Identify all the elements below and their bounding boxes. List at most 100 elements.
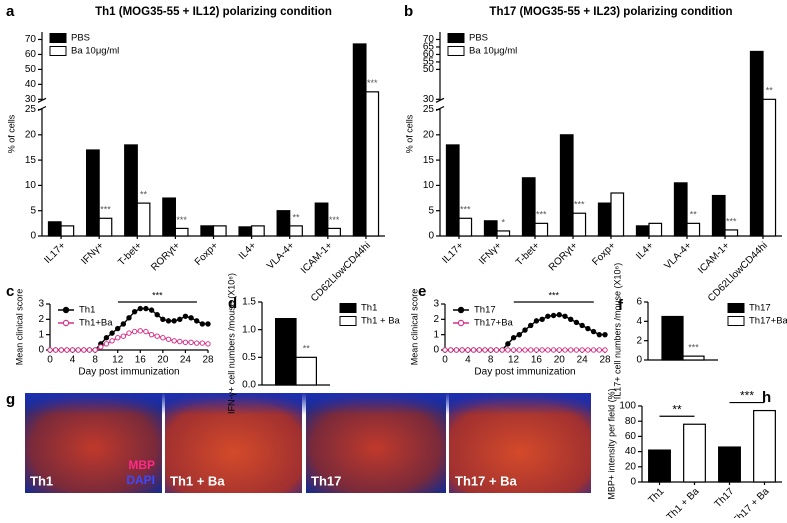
legend-marker: [62, 306, 70, 314]
x-tick-label: IFNγ+: [477, 240, 504, 267]
bar: [483, 220, 498, 237]
point: [194, 318, 200, 324]
bar: [597, 202, 612, 237]
point: [171, 318, 177, 324]
point: [205, 341, 211, 347]
chart-title: Th17 (MOG35-55 + IL23) polarizing condit…: [489, 6, 732, 18]
significance: ***: [460, 205, 471, 215]
point: [188, 339, 194, 346]
point: [539, 347, 545, 353]
bar: [521, 177, 536, 237]
legend-swatch: [339, 303, 357, 313]
point: [510, 335, 517, 341]
significance: **: [766, 86, 774, 96]
significance: ***: [176, 215, 187, 225]
point: [596, 331, 602, 338]
point: [493, 347, 500, 353]
y-tick-label: 80: [625, 416, 637, 427]
point: [137, 305, 143, 312]
significance: ***: [574, 200, 585, 210]
point: [160, 335, 166, 341]
bar: [352, 43, 367, 237]
significance: ***: [100, 205, 111, 215]
bar: [749, 50, 764, 237]
significance: **: [690, 210, 698, 220]
y-tick-label: 1.5: [242, 297, 256, 308]
x-tick-label: IL4+: [634, 240, 656, 262]
y-axis-title: Mean clinical score: [409, 289, 419, 366]
bar: [635, 225, 650, 237]
legend-marker: [457, 319, 465, 327]
legend-label: Ba 10μg/ml: [469, 46, 517, 57]
bar: [314, 202, 329, 237]
point: [182, 339, 189, 346]
bar: [445, 144, 460, 237]
point: [550, 312, 557, 319]
point: [86, 347, 93, 353]
point: [442, 347, 448, 353]
bar: [610, 192, 625, 237]
y-tick-label: 5: [428, 205, 434, 216]
x-tick-label: 16: [135, 355, 147, 366]
point: [98, 344, 104, 350]
y-tick-label: 4: [636, 316, 642, 327]
x-tick-label: 8: [92, 355, 98, 366]
point: [81, 347, 87, 353]
x-tick-label: 12: [508, 355, 520, 366]
point: [528, 347, 534, 353]
point: [205, 321, 211, 327]
y-tick-label: 1: [433, 329, 439, 340]
point: [154, 312, 160, 318]
legend-label: PBS: [469, 33, 488, 44]
point: [194, 340, 200, 346]
bar: [648, 222, 663, 237]
point: [573, 347, 580, 353]
panel-label: g: [6, 391, 15, 408]
point: [585, 325, 591, 332]
y-tick-label: 5: [30, 205, 36, 216]
axis-break: [435, 97, 445, 103]
legend-swatch: [727, 303, 745, 313]
point: [177, 338, 183, 345]
bar: [251, 225, 265, 237]
point: [165, 318, 172, 324]
y-tick-label: 100: [619, 401, 636, 412]
y-tick-label: 60: [25, 49, 37, 60]
y-tick-label: 0: [433, 345, 439, 356]
y-tick-label: 10: [423, 180, 435, 191]
bar: [47, 221, 62, 237]
point: [148, 307, 155, 313]
bar: [327, 227, 342, 237]
point: [199, 340, 206, 346]
bar: [60, 225, 75, 237]
point: [556, 312, 562, 318]
x-tick-label: Th17 + Ba: [731, 486, 772, 518]
y-tick-label: 15: [25, 155, 37, 166]
y-tick-label: 20: [423, 129, 435, 140]
y-tick-label: 0: [428, 231, 434, 242]
point: [510, 347, 517, 353]
point: [109, 338, 115, 344]
panel-label: b: [404, 3, 413, 20]
bar: [136, 202, 151, 237]
bar: [559, 134, 574, 237]
y-tick-label: 20: [25, 129, 37, 140]
x-tick-label: 24: [577, 355, 589, 366]
x-tick-label: IFNγ+: [79, 240, 106, 267]
image-label: Th1: [30, 473, 53, 488]
y-tick-label: 0.0: [242, 380, 256, 391]
point: [579, 347, 585, 353]
x-tick-label: 28: [599, 355, 611, 366]
point: [137, 328, 143, 334]
y-tick-label: 65: [423, 42, 435, 53]
legend-label: PBS: [71, 33, 90, 44]
point: [568, 347, 574, 353]
point: [568, 316, 574, 323]
point: [188, 315, 194, 321]
bar: [124, 144, 138, 237]
significance: ***: [726, 216, 737, 226]
stain-label: DAPI: [126, 473, 155, 487]
point: [115, 325, 121, 332]
image-label: Th1 + Ba: [170, 473, 225, 488]
bar: [174, 227, 189, 237]
